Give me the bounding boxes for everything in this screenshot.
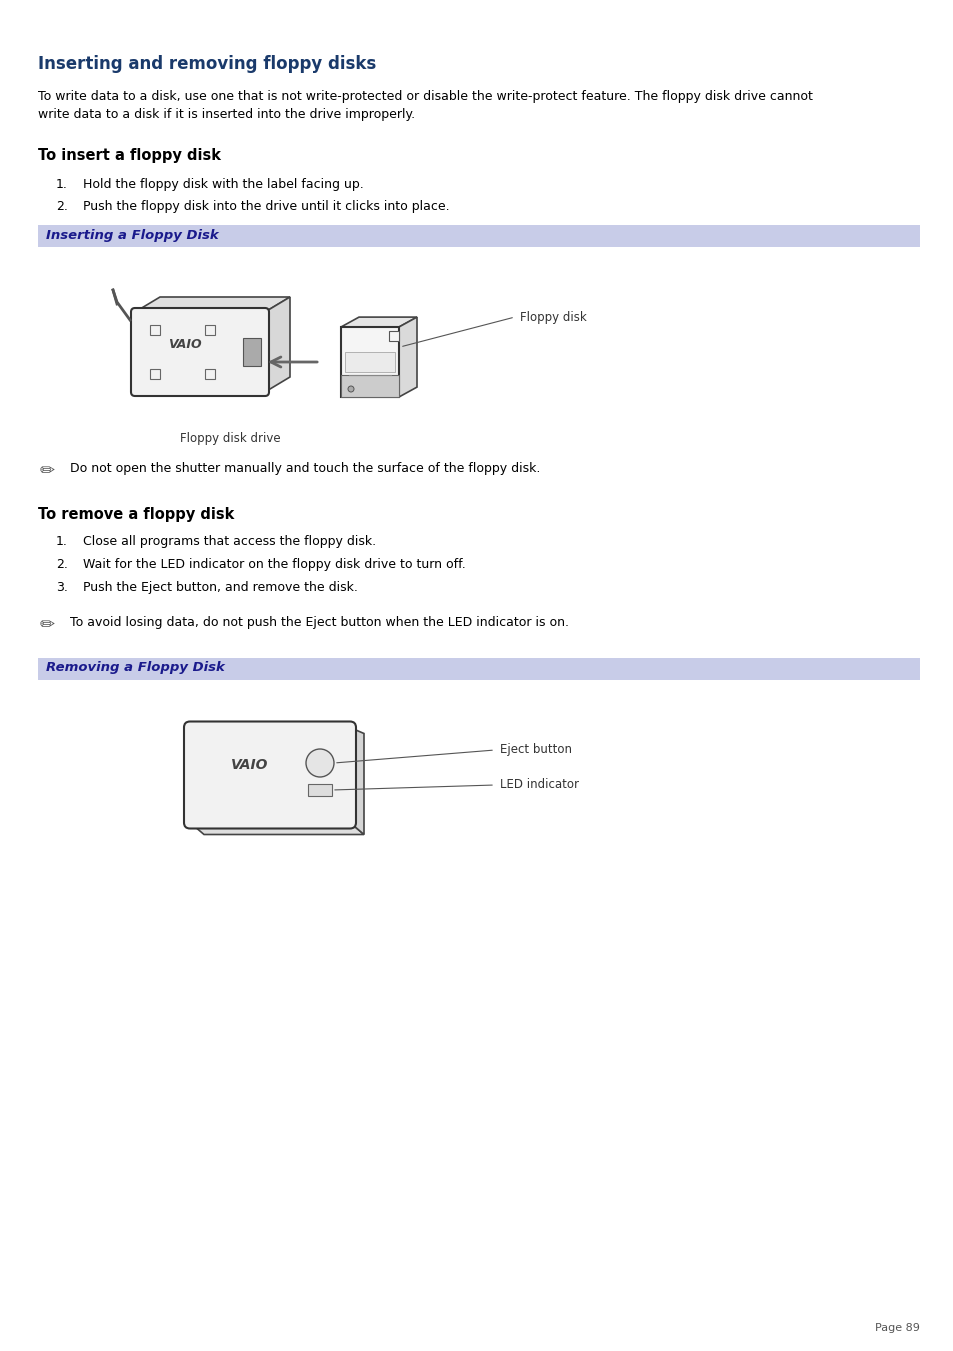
Text: 2.: 2. (56, 200, 68, 213)
Text: 3.: 3. (56, 581, 68, 594)
Bar (150, 326, 160, 335)
Text: write data to a disk if it is inserted into the drive improperly.: write data to a disk if it is inserted i… (38, 108, 415, 122)
Text: 1.: 1. (56, 178, 68, 190)
Text: Push the floppy disk into the drive until it clicks into place.: Push the floppy disk into the drive unti… (83, 200, 449, 213)
Bar (340, 327, 398, 397)
Text: Hold the floppy disk with the label facing up.: Hold the floppy disk with the label faci… (83, 178, 363, 190)
Text: Eject button: Eject button (499, 743, 572, 757)
Text: ✏: ✏ (40, 462, 55, 480)
Bar (340, 374, 398, 397)
Bar (205, 326, 214, 335)
Text: 2.: 2. (56, 558, 68, 571)
Text: To write data to a disk, use one that is not write-protected or disable the writ: To write data to a disk, use one that is… (38, 91, 812, 103)
Text: Floppy disk drive: Floppy disk drive (180, 432, 280, 444)
Text: Push the Eject button, and remove the disk.: Push the Eject button, and remove the di… (83, 581, 357, 594)
Bar (38, 226, 919, 247)
Polygon shape (398, 317, 416, 397)
Text: To remove a floppy disk: To remove a floppy disk (38, 507, 234, 521)
Text: To insert a floppy disk: To insert a floppy disk (38, 149, 221, 163)
Text: ✏: ✏ (40, 616, 55, 634)
Bar (308, 784, 332, 796)
Text: Removing a Floppy Disk: Removing a Floppy Disk (46, 662, 225, 674)
Text: VAIO: VAIO (231, 758, 269, 771)
Text: Wait for the LED indicator on the floppy disk drive to turn off.: Wait for the LED indicator on the floppy… (83, 558, 465, 571)
Polygon shape (350, 727, 364, 835)
Bar (150, 369, 160, 380)
Circle shape (306, 748, 334, 777)
FancyBboxPatch shape (131, 308, 269, 396)
Circle shape (348, 386, 354, 392)
Bar (205, 369, 214, 380)
Polygon shape (340, 317, 416, 327)
Text: 1.: 1. (56, 535, 68, 549)
Text: Do not open the shutter manually and touch the surface of the floppy disk.: Do not open the shutter manually and tou… (70, 462, 539, 476)
Bar (389, 331, 398, 340)
Polygon shape (190, 823, 364, 835)
Text: LED indicator: LED indicator (499, 778, 578, 792)
Text: Close all programs that access the floppy disk.: Close all programs that access the flopp… (83, 535, 375, 549)
Polygon shape (135, 297, 290, 312)
Bar (38, 658, 919, 680)
Text: To avoid losing data, do not push the Eject button when the LED indicator is on.: To avoid losing data, do not push the Ej… (70, 616, 568, 630)
FancyBboxPatch shape (184, 721, 355, 828)
Text: Page 89: Page 89 (874, 1323, 919, 1333)
Polygon shape (265, 297, 290, 392)
Text: VAIO: VAIO (168, 338, 202, 350)
Text: Inserting and removing floppy disks: Inserting and removing floppy disks (38, 55, 375, 73)
Text: Floppy disk: Floppy disk (519, 311, 586, 323)
Bar (243, 338, 261, 366)
Text: Inserting a Floppy Disk: Inserting a Floppy Disk (46, 228, 218, 242)
Bar (345, 353, 395, 372)
